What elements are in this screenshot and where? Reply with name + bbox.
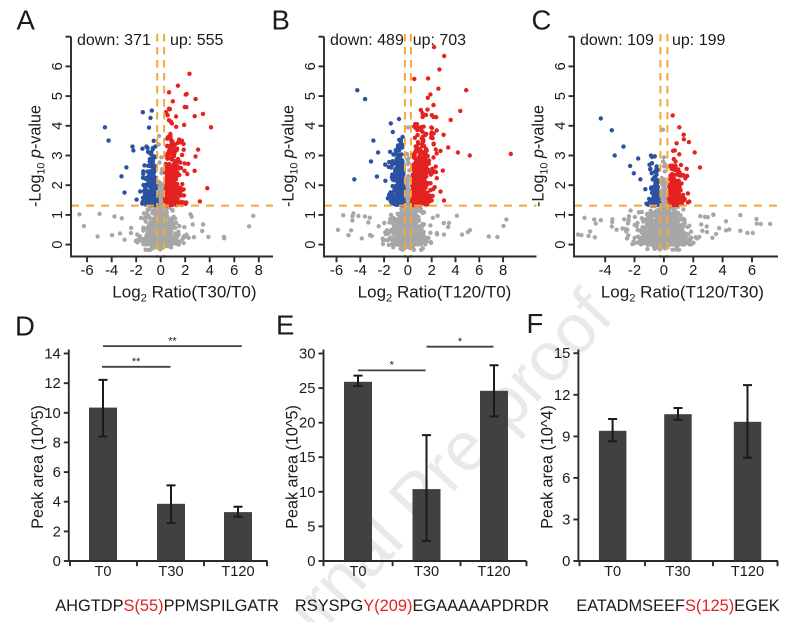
svg-text:up: 555: up: 555: [170, 32, 223, 49]
svg-text:-4: -4: [354, 263, 367, 279]
svg-text:4: 4: [451, 263, 459, 279]
svg-text:-6: -6: [330, 263, 343, 279]
svg-text:Log2​ Ratio(T120/T0): Log2​ Ratio(T120/T0): [358, 283, 512, 305]
svg-text:6: 6: [50, 62, 66, 70]
svg-text:3: 3: [303, 151, 319, 159]
svg-text:6: 6: [303, 62, 319, 70]
svg-text:4: 4: [206, 263, 214, 279]
svg-text:2: 2: [303, 181, 319, 189]
svg-text:0: 0: [157, 263, 165, 279]
svg-text:1: 1: [50, 211, 66, 219]
svg-text:1: 1: [303, 211, 319, 219]
svg-text:2: 2: [50, 181, 66, 189]
svg-text:-Log10​ p-value: -Log10​ p-value: [280, 105, 301, 207]
svg-text:Log2​ Ratio(T30/T0): Log2​ Ratio(T30/T0): [112, 283, 256, 305]
svg-text:8: 8: [499, 263, 507, 279]
svg-text:5: 5: [303, 92, 319, 100]
svg-text:6: 6: [230, 263, 238, 279]
svg-text:4: 4: [303, 122, 319, 130]
svg-text:-Log10​ p-value: -Log10​ p-value: [27, 105, 48, 207]
svg-text:-2: -2: [130, 263, 143, 279]
svg-text:8: 8: [255, 263, 263, 279]
svg-text:2: 2: [428, 263, 436, 279]
svg-text:0: 0: [303, 240, 319, 248]
svg-text:-4: -4: [105, 263, 118, 279]
svg-text:up: 703: up: 703: [413, 32, 466, 49]
svg-text:3: 3: [50, 151, 66, 159]
svg-text:2: 2: [181, 263, 189, 279]
svg-text:down: 371: down: 371: [77, 32, 151, 49]
svg-text:-6: -6: [81, 263, 94, 279]
svg-text:A: A: [17, 5, 36, 36]
svg-text:5: 5: [50, 92, 66, 100]
svg-text:C: C: [532, 5, 552, 36]
svg-text:down: 489: down: 489: [330, 32, 404, 49]
svg-text:B: B: [272, 5, 290, 36]
svg-text:6: 6: [475, 263, 483, 279]
svg-text:-2: -2: [378, 263, 391, 279]
svg-text:0: 0: [50, 240, 66, 248]
svg-text:0: 0: [404, 263, 412, 279]
svg-text:4: 4: [50, 122, 66, 130]
